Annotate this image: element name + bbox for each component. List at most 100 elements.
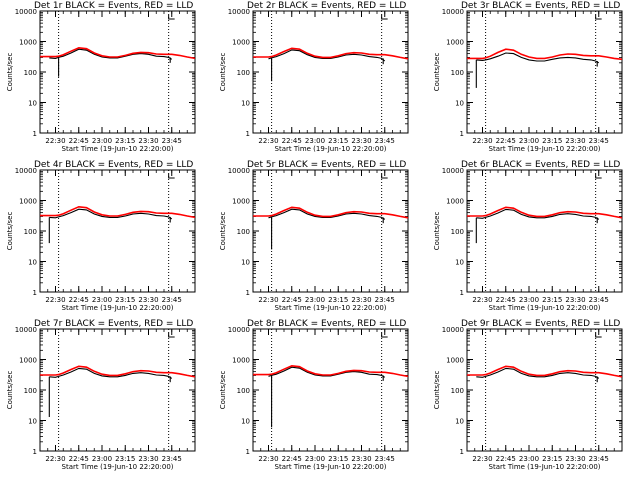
x-tick-label: 22:45 (496, 455, 516, 463)
x-tick-label: 22:45 (496, 296, 516, 304)
y-tick-label: 10 (241, 100, 250, 108)
x-tick-label: 23:00 (519, 455, 539, 463)
y-tick-label: 1 (33, 448, 37, 456)
x-tick-label: 23:15 (328, 137, 348, 145)
detector-panel: Det 1r BLACK = Events, RED = LLD 1 10 100 10… (6, 1, 196, 153)
y-tick-label: 10 (455, 418, 464, 426)
lld-series-line (40, 46, 196, 60)
y-tick-label: 10 (28, 100, 37, 108)
detector-panel: Det 8r BLACK = Events, RED = LLD 1 10 100 10… (219, 319, 409, 471)
y-tick-label: 1 (246, 289, 250, 297)
events-series-line (476, 208, 600, 220)
interval-marker (595, 174, 602, 179)
detector-panel: Det 3r BLACK = Events, RED = LLD 1 10 100 10… (433, 1, 623, 153)
plot-frame (252, 169, 409, 293)
y-tick-label: 1000 (19, 198, 37, 206)
x-tick-label: 22:45 (282, 137, 302, 145)
x-tick-label: 23:15 (115, 296, 135, 304)
y-tick-label: 1000 (19, 39, 37, 47)
x-tick-label: 23:45 (375, 137, 395, 145)
x-axis-label: Start Time (19-Jun-10 22:20:00) (62, 463, 174, 471)
x-tick-label: 23:15 (115, 137, 135, 145)
x-tick-label: 23:00 (92, 455, 112, 463)
events-series-line (268, 208, 386, 220)
x-tick-label: 22:45 (69, 455, 89, 463)
y-tick-label: 1 (33, 130, 37, 138)
events-series-line (476, 367, 600, 379)
x-tick-label: 23:30 (565, 137, 585, 145)
y-tick-label: 100 (451, 387, 464, 395)
y-tick-label: 1 (246, 448, 250, 456)
y-tick-label: 10000 (228, 167, 250, 175)
x-tick-label: 22:45 (282, 296, 302, 304)
x-tick-label: 23:00 (305, 137, 325, 145)
x-tick-label: 23:30 (138, 296, 158, 304)
y-tick-label: 1 (460, 130, 464, 138)
panel-title: Det 9r BLACK = Events, RED = LLD (461, 319, 620, 329)
interval-marker (381, 15, 388, 20)
x-axis-label: Start Time (19-Jun-10 22:20:00) (62, 145, 174, 153)
plot-frame (39, 328, 196, 452)
panel-title: Det 7r BLACK = Events, RED = LLD (34, 319, 193, 329)
y-tick-label: 10 (241, 259, 250, 267)
x-tick-label: 22:30 (258, 137, 278, 145)
y-tick-label: 100 (451, 69, 464, 77)
y-tick-label: 1000 (19, 357, 37, 365)
lld-series-line (467, 206, 623, 219)
y-tick-label: 1 (460, 448, 464, 456)
events-series-line (268, 49, 386, 62)
x-tick-label: 23:00 (305, 455, 325, 463)
y-axis-label: Counts/sec (433, 53, 441, 92)
y-tick-label: 100 (24, 387, 37, 395)
x-tick-label: 23:45 (375, 296, 395, 304)
x-tick-label: 22:30 (472, 296, 492, 304)
x-tick-label: 23:15 (115, 455, 135, 463)
y-tick-label: 10000 (15, 167, 37, 175)
panel-title: Det 1r BLACK = Events, RED = LLD (34, 1, 193, 11)
plot-frame (252, 328, 409, 452)
x-axis-label: Start Time (19-Jun-10 22:20:00) (275, 304, 387, 312)
panel-title: Det 8r BLACK = Events, RED = LLD (247, 319, 406, 329)
y-tick-label: 1000 (446, 198, 464, 206)
x-tick-label: 23:15 (328, 455, 348, 463)
panel-title: Det 6r BLACK = Events, RED = LLD (461, 160, 620, 170)
x-tick-label: 23:30 (351, 137, 371, 145)
panel-title: Det 2r BLACK = Events, RED = LLD (247, 1, 406, 11)
lld-series-line (253, 206, 409, 219)
lld-series-line (40, 365, 196, 378)
x-tick-label: 23:00 (92, 137, 112, 145)
x-tick-label: 23:45 (162, 137, 182, 145)
x-tick-label: 22:45 (496, 137, 516, 145)
y-axis-label: Counts/sec (219, 212, 227, 251)
interval-marker (168, 174, 175, 179)
y-tick-label: 100 (24, 69, 37, 77)
lld-series-line (253, 364, 409, 378)
y-axis-label: Counts/sec (219, 53, 227, 92)
y-tick-label: 10000 (442, 8, 464, 16)
y-tick-label: 10 (28, 259, 37, 267)
panel-title: Det 5r BLACK = Events, RED = LLD (247, 160, 406, 170)
panel-title: Det 4r BLACK = Events, RED = LLD (34, 160, 193, 170)
x-tick-label: 23:45 (589, 137, 609, 145)
y-tick-label: 1 (33, 289, 37, 297)
lld-series-line (253, 47, 409, 60)
x-axis-label: Start Time (19-Jun-10 22:20:00) (275, 145, 387, 153)
x-tick-label: 23:30 (351, 455, 371, 463)
interval-marker (595, 15, 602, 20)
lld-series-line (467, 365, 623, 378)
x-tick-label: 23:45 (589, 296, 609, 304)
x-tick-label: 23:30 (138, 455, 158, 463)
x-tick-label: 22:45 (69, 296, 89, 304)
events-series-line (49, 48, 173, 60)
y-tick-label: 10 (455, 100, 464, 108)
y-tick-label: 10000 (442, 326, 464, 334)
events-series-line (268, 366, 386, 378)
plot-frame (39, 10, 196, 134)
x-tick-label: 23:15 (542, 137, 562, 145)
y-axis-label: Counts/sec (433, 212, 441, 251)
y-tick-label: 100 (237, 69, 250, 77)
detector-panel: Det 5r BLACK = Events, RED = LLD 1 10 100 10… (219, 160, 409, 312)
x-tick-label: 23:00 (92, 296, 112, 304)
events-series-line (476, 52, 600, 64)
